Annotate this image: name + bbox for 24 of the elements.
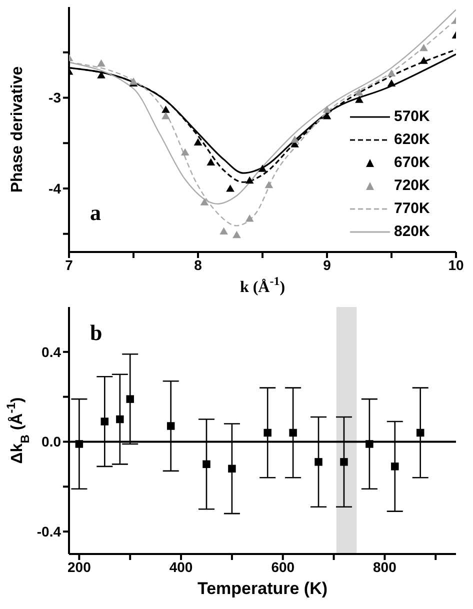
- legend-label: 770K: [394, 200, 430, 217]
- annotation: b: [90, 320, 102, 346]
- y-tick-label: -0.4: [36, 524, 62, 540]
- legend-label: 820K: [394, 223, 430, 240]
- x-tick-label: 9: [323, 256, 332, 273]
- legend-label: 720K: [394, 177, 430, 194]
- x-tick-label: 200: [68, 558, 92, 575]
- x-axis-title: k (Å$^{-1}$): [240, 274, 286, 296]
- x-tick-label: 800: [373, 558, 397, 575]
- y-tick-label: 0.4: [42, 344, 62, 360]
- y-axis-title: Phase derivative: [9, 66, 26, 193]
- legend-label: 670K: [394, 154, 430, 171]
- annotation: a: [90, 200, 101, 226]
- y-tick-label: -3: [48, 90, 62, 106]
- x-axis-title: Temperature (K): [197, 579, 328, 598]
- legend-label: 570K: [394, 108, 430, 125]
- y-tick-label: -4: [48, 180, 62, 196]
- x-tick-label: 7: [65, 256, 74, 273]
- x-tick-label: 600: [271, 558, 295, 575]
- x-tick-label: 400: [169, 558, 193, 575]
- y-tick-label: 0.0: [42, 434, 62, 450]
- x-tick-label: 10: [448, 256, 464, 273]
- legend-label: 620K: [394, 131, 430, 148]
- x-tick-label: 8: [194, 256, 202, 273]
